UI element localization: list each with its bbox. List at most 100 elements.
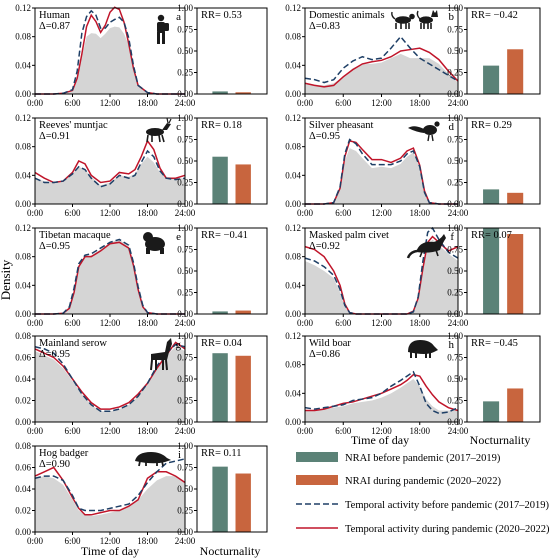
overlap-area <box>35 26 185 95</box>
x-tick-label: 6:00 <box>335 426 352 436</box>
x-tick-label: 24:00 <box>175 536 196 546</box>
y-tick-label: 0.00 <box>15 89 31 99</box>
bar-y-tick-label: 1.00 <box>177 331 193 341</box>
bar-y-tick-label: 0.75 <box>447 353 463 363</box>
y-tick-label: 0.00 <box>285 89 301 99</box>
y-tick-label: 0.04 <box>15 374 31 384</box>
y-tick-label: 0.08 <box>15 252 31 262</box>
bar-y-tick-label: 0.25 <box>177 68 193 78</box>
y-tick-label: 0.06 <box>15 463 31 473</box>
bar-y-tick-label: 0.75 <box>447 25 463 35</box>
rr-value: RR= 0.07 <box>471 230 512 241</box>
nocturnality-bar-plot: 0.00 0.25 0.50 0.75 1.00 RR= 0.29 <box>447 113 541 209</box>
x-tick-label: 6:00 <box>64 98 81 108</box>
x-tick-label: 0:00 <box>27 98 44 108</box>
bar-nrai-before <box>212 91 228 94</box>
nocturnality-label-bottom: Nocturnality <box>200 544 261 558</box>
activity-line-during <box>34 341 186 410</box>
panel-letter: a <box>176 11 181 23</box>
nocturnality-bar-plot: 0.00 0.25 0.50 0.75 1.00 RR= −0.42 <box>447 3 541 99</box>
x-tick-label: 12:00 <box>100 208 121 218</box>
activity-line-before <box>34 458 186 512</box>
bar-nrai-before <box>212 466 228 532</box>
panel-b: 0.00 0.04 0.08 0.12 0:00 6:00 12:00 18:00 24:00 D… <box>285 3 541 108</box>
x-tick-label: 18:00 <box>409 426 430 436</box>
x-tick-label: 0:00 <box>297 318 314 328</box>
y-tick-label: 0.08 <box>285 32 301 42</box>
y-tick-label: 0.12 <box>15 113 31 123</box>
bar-y-tick-label: 0.00 <box>177 199 193 209</box>
overlap-delta: Δ=0.90 <box>39 459 70 470</box>
x-tick-label: 12:00 <box>100 98 121 108</box>
panel-letter: e <box>176 231 181 243</box>
bar-y-tick-label: 0.75 <box>447 245 463 255</box>
legend-item-line-during: Temporal activity during pandemic (2020–… <box>296 524 550 535</box>
y-tick-label: 0.06 <box>15 353 31 363</box>
bar-nrai-during <box>507 234 524 314</box>
overlap-delta: Δ=0.95 <box>39 349 70 360</box>
bar-y-tick-label: 0.25 <box>177 178 193 188</box>
bar-nrai-during <box>235 355 251 422</box>
overlap-area <box>35 346 185 422</box>
species-name: Tibetan macaque <box>39 230 111 241</box>
x-tick-label: 18:00 <box>409 98 430 108</box>
bar-nrai-before <box>212 156 228 204</box>
bar-y-tick-label: 0.00 <box>447 417 463 427</box>
x-tick-label: 18:00 <box>409 208 430 218</box>
species-name: Hog badger <box>39 448 89 459</box>
nocturnality-bar-plot: 0.00 0.25 0.50 0.75 1.00 RR= 0.11 <box>177 441 268 537</box>
x-tick-label: 18:00 <box>409 318 430 328</box>
y-tick-label: 0.08 <box>15 331 31 341</box>
species-name: Reeves' muntjac <box>39 120 108 131</box>
nocturnality-bar-plot: 0.00 0.25 0.50 0.75 1.00 RR= 0.07 <box>447 223 541 319</box>
legend-swatch <box>296 452 338 462</box>
panel-letter: i <box>178 449 181 461</box>
bar-y-tick-label: 0.00 <box>177 89 193 99</box>
serow-icon <box>150 338 172 371</box>
bar-nrai-during <box>507 388 524 422</box>
species-name: Domestic animals <box>309 10 385 21</box>
x-tick-label: 18:00 <box>137 98 158 108</box>
panel-letter: h <box>449 339 455 351</box>
bar-y-tick-label: 0.50 <box>177 156 193 166</box>
panel-h: 0.00 0.04 0.08 0.12 0:00 6:00 12:00 18:00 24:00 W… <box>285 331 541 436</box>
bar-y-tick-label: 0.50 <box>447 266 463 276</box>
y-tick-label: 0.02 <box>15 396 31 406</box>
y-tick-label: 0.08 <box>285 142 301 152</box>
x-tick-label: 24:00 <box>175 426 196 436</box>
bar-y-tick-label: 1.00 <box>447 223 463 233</box>
x-tick-label: 12:00 <box>371 98 392 108</box>
bar-y-tick-label: 0.50 <box>177 484 193 494</box>
rr-value: RR= −0.45 <box>471 338 518 349</box>
y-tick-label: 0.08 <box>15 441 31 451</box>
x-tick-label: 18:00 <box>137 208 158 218</box>
rr-value: RR= −0.42 <box>471 10 518 21</box>
y-tick-label: 0.12 <box>285 3 301 13</box>
y-tick-label: 0.08 <box>15 142 31 152</box>
bar-y-tick-label: 0.00 <box>447 309 463 319</box>
rr-value: RR= 0.11 <box>201 448 242 459</box>
overlap-delta: Δ=0.92 <box>309 241 340 252</box>
x-tick-label: 24:00 <box>448 98 469 108</box>
y-tick-label: 0.00 <box>15 309 31 319</box>
panel-letter: b <box>449 11 455 23</box>
x-tick-label: 0:00 <box>27 208 44 218</box>
y-tick-label: 0.12 <box>15 3 31 13</box>
bar-y-tick-label: 0.75 <box>447 135 463 145</box>
activity-line-before <box>34 149 186 188</box>
bar-y-tick-label: 1.00 <box>177 441 193 451</box>
nocturnality-bar-plot: 0.00 0.25 0.50 0.75 1.00 RR= −0.41 <box>177 223 268 319</box>
panel-a: 0.00 0.04 0.08 0.12 0:00 6:00 12:00 18:00 24:00 H… <box>15 3 268 108</box>
bar-y-tick-label: 0.50 <box>447 46 463 56</box>
bar-y-tick-label: 1.00 <box>447 113 463 123</box>
x-tick-label: 12:00 <box>100 536 121 546</box>
y-tick-label: 0.12 <box>285 113 301 123</box>
bar-y-tick-label: 0.75 <box>177 353 193 363</box>
y-tick-label: 0.00 <box>15 199 31 209</box>
activity-line-before <box>305 138 458 205</box>
activity-line-before <box>304 35 459 84</box>
x-tick-label: 0:00 <box>27 536 44 546</box>
y-tick-label: 0.12 <box>15 223 31 233</box>
rr-value: RR= 0.04 <box>201 338 243 349</box>
